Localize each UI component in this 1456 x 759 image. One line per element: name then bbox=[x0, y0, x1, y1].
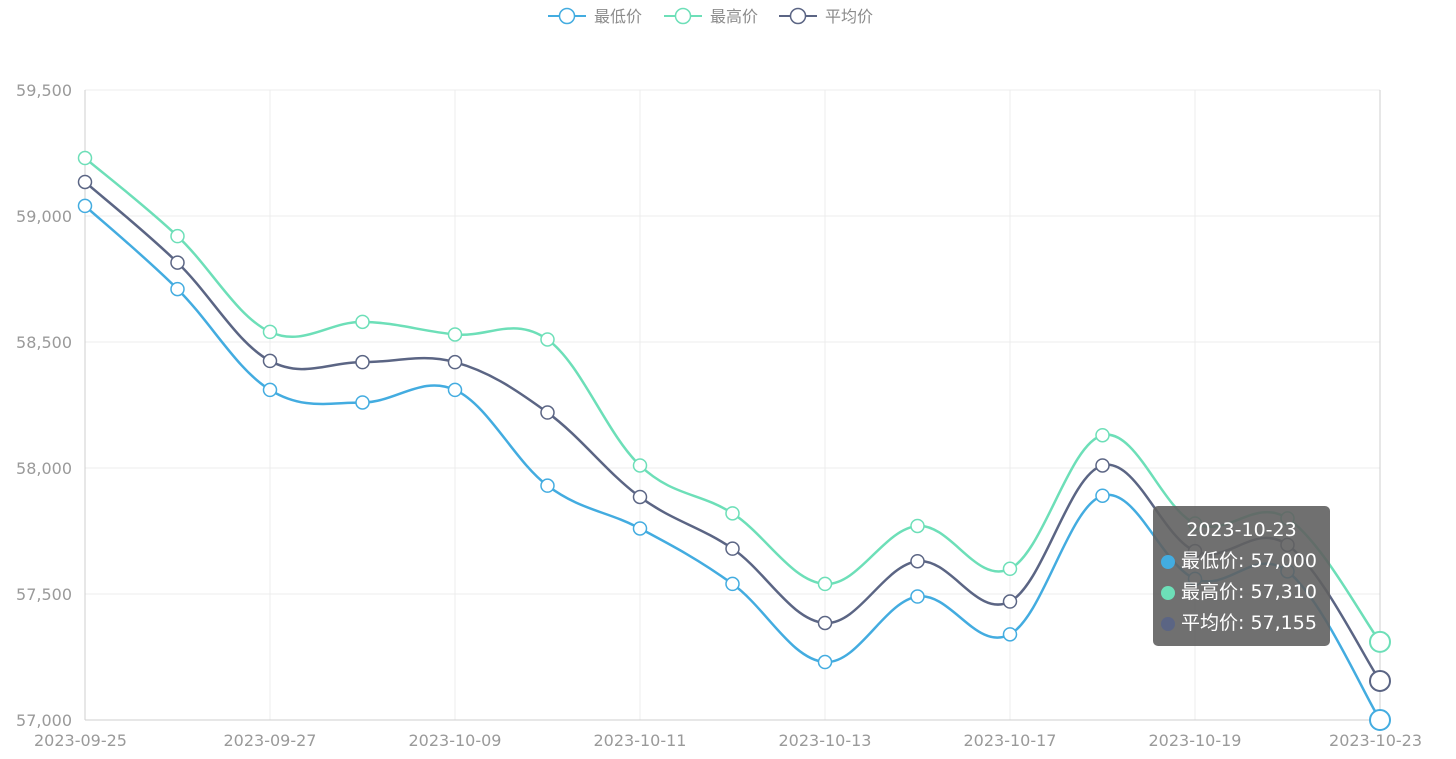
data-point-low[interactable] bbox=[1002, 627, 1018, 642]
x-tick-label: 2023-09-25 bbox=[34, 731, 127, 750]
data-point-low[interactable] bbox=[447, 382, 463, 398]
data-point-high[interactable] bbox=[355, 314, 370, 330]
axes: 57,000 57,500 58,000 58,500 59,000 59,500 2023… bbox=[16, 81, 1422, 750]
tooltip-label-low: 最低价: 57,000 bbox=[1181, 550, 1317, 572]
data-point-high[interactable] bbox=[77, 150, 93, 166]
data-point-avg[interactable] bbox=[1095, 458, 1110, 473]
y-tick-label: 57,000 bbox=[16, 711, 72, 730]
data-point-low[interactable] bbox=[1095, 488, 1110, 503]
x-tick-label: 2023-09-27 bbox=[224, 731, 317, 750]
legend: 最低价 最高价 平均价 bbox=[548, 7, 873, 26]
data-point-low[interactable] bbox=[355, 395, 370, 410]
legend-item-avg[interactable]: 平均价 bbox=[779, 7, 873, 26]
data-point-high[interactable] bbox=[817, 576, 833, 592]
y-tick-label: 59,500 bbox=[16, 81, 72, 100]
data-point-low[interactable] bbox=[540, 478, 555, 493]
legend-marker-avg bbox=[789, 7, 807, 25]
data-point-high[interactable] bbox=[540, 332, 555, 347]
y-tick-label: 59,000 bbox=[16, 207, 72, 226]
data-point-avg[interactable] bbox=[632, 489, 648, 505]
tooltip-row-avg: 平均价: 57,155 bbox=[1161, 608, 1330, 639]
data-point-avg[interactable] bbox=[540, 405, 555, 420]
data-point-high[interactable] bbox=[170, 228, 185, 244]
x-tick-label: 2023-10-23 bbox=[1329, 731, 1422, 750]
data-tooltip: 2023-10-23 最低价: 57,000 最高价: 57,310 平均价: … bbox=[1153, 506, 1330, 646]
data-point-low[interactable] bbox=[910, 589, 925, 604]
legend-item-low[interactable]: 最低价 bbox=[548, 7, 642, 26]
legend-label-low: 最低价 bbox=[594, 7, 642, 26]
data-point-avg[interactable] bbox=[1002, 594, 1018, 609]
legend-label-avg: 平均价 bbox=[825, 7, 873, 26]
legend-marker-low bbox=[558, 7, 576, 25]
tooltip-title: 2023-10-23 bbox=[1186, 519, 1297, 541]
data-point-avg[interactable] bbox=[817, 615, 833, 631]
data-point-low[interactable] bbox=[170, 281, 185, 297]
tooltip-row-high: 最高价: 57,310 bbox=[1161, 577, 1330, 608]
x-tick-label: 2023-10-09 bbox=[409, 731, 502, 750]
data-point-avg[interactable] bbox=[355, 354, 370, 370]
tooltip-dot-avg bbox=[1161, 616, 1175, 631]
data-point-avg[interactable] bbox=[170, 255, 185, 270]
data-point-low[interactable] bbox=[1369, 709, 1391, 731]
x-tick-label: 2023-10-13 bbox=[779, 731, 872, 750]
data-point-high[interactable] bbox=[1002, 561, 1018, 577]
legend-marker-high bbox=[674, 7, 692, 25]
data-point-low[interactable] bbox=[632, 521, 648, 536]
data-point-high[interactable] bbox=[632, 458, 648, 473]
tooltip-row-low: 最低价: 57,000 bbox=[1161, 546, 1330, 577]
y-tick-label: 58,000 bbox=[16, 459, 72, 478]
data-point-high[interactable] bbox=[1095, 427, 1110, 443]
tooltip-label-high: 最高价: 57,310 bbox=[1181, 581, 1317, 603]
data-point-avg[interactable] bbox=[262, 353, 278, 369]
y-tick-label: 57,500 bbox=[16, 585, 72, 604]
x-tick-label: 2023-10-11 bbox=[594, 731, 687, 750]
y-tick-label: 58,500 bbox=[16, 333, 72, 352]
data-point-high[interactable] bbox=[725, 506, 740, 521]
data-point-high[interactable] bbox=[262, 324, 278, 340]
tooltip-label-avg: 平均价: 57,155 bbox=[1181, 612, 1317, 634]
data-point-high[interactable] bbox=[1369, 630, 1391, 653]
data-point-high[interactable] bbox=[910, 518, 925, 534]
data-point-avg[interactable] bbox=[1369, 669, 1391, 692]
data-point-avg[interactable] bbox=[725, 541, 740, 556]
data-point-low[interactable] bbox=[262, 382, 278, 398]
legend-label-high: 最高价 bbox=[710, 7, 758, 26]
data-point-high[interactable] bbox=[447, 327, 463, 342]
data-point-avg[interactable] bbox=[447, 354, 463, 370]
tooltip-dot-low bbox=[1161, 554, 1175, 569]
data-point-avg[interactable] bbox=[910, 553, 925, 569]
x-tick-label: 2023-10-17 bbox=[964, 731, 1057, 750]
data-point-low[interactable] bbox=[817, 654, 833, 670]
tooltip-dot-high bbox=[1161, 585, 1175, 600]
data-point-avg[interactable] bbox=[77, 174, 93, 190]
x-tick-label: 2023-10-19 bbox=[1149, 731, 1242, 750]
data-point-low[interactable] bbox=[77, 198, 93, 214]
legend-item-high[interactable]: 最高价 bbox=[664, 7, 758, 26]
data-point-low[interactable] bbox=[725, 576, 740, 592]
